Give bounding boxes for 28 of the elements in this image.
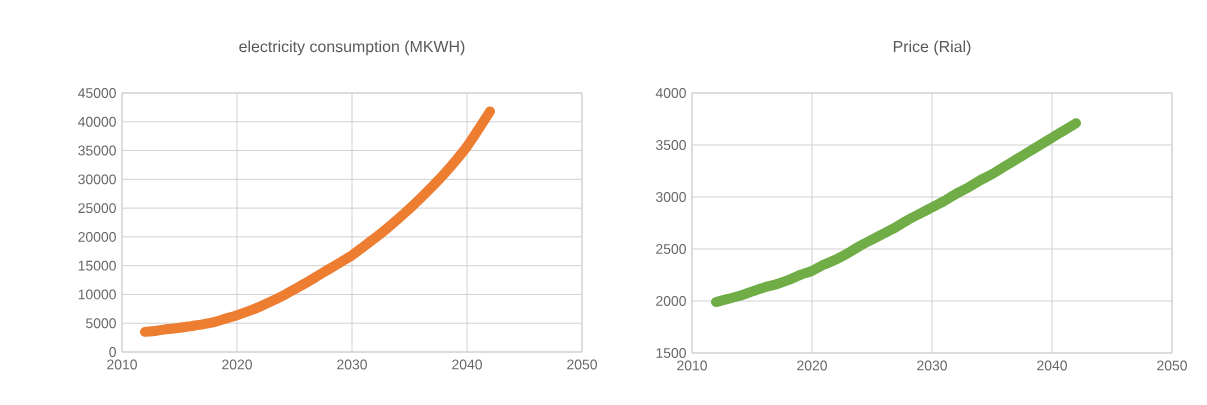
y-tick-label: 2500 [656,244,686,254]
x-tick-label: 2010 [107,359,137,370]
y-tick-label: 45000 [78,88,116,98]
y-tick-label: 3000 [655,192,686,202]
y-tick-label: 3500 [655,140,686,150]
x-tick-label: 2030 [917,360,947,371]
y-tick-label: 1500 [656,348,686,358]
y-tick-label: 4000 [655,88,686,98]
y-tick-label: 30000 [78,174,116,185]
y-tick-label: 2000 [656,296,686,306]
x-tick-label: 2040 [452,359,482,370]
x-tick-label: 2010 [677,360,707,371]
y-tick-label: 40000 [78,116,116,127]
x-tick-label: 2020 [797,360,827,371]
y-tick-label: 35000 [78,145,116,156]
y-tick-label: 15000 [78,260,116,271]
chart-title: Price (Rial) [893,40,971,56]
x-tick-label: 2020 [222,359,252,370]
y-tick-label: 10000 [78,289,116,300]
x-tick-label: 2040 [1037,360,1067,371]
x-tick-label: 2030 [337,359,367,370]
y-tick-label: 0 [109,347,116,357]
x-tick-label: 2050 [567,359,597,370]
x-tick-label: 2050 [1157,360,1187,371]
chart-title: electricity consumption (MKWH) [239,40,465,56]
y-tick-label: 5000 [86,318,116,329]
y-tick-label: 25000 [78,203,116,214]
y-tick-label: 20000 [78,231,116,242]
